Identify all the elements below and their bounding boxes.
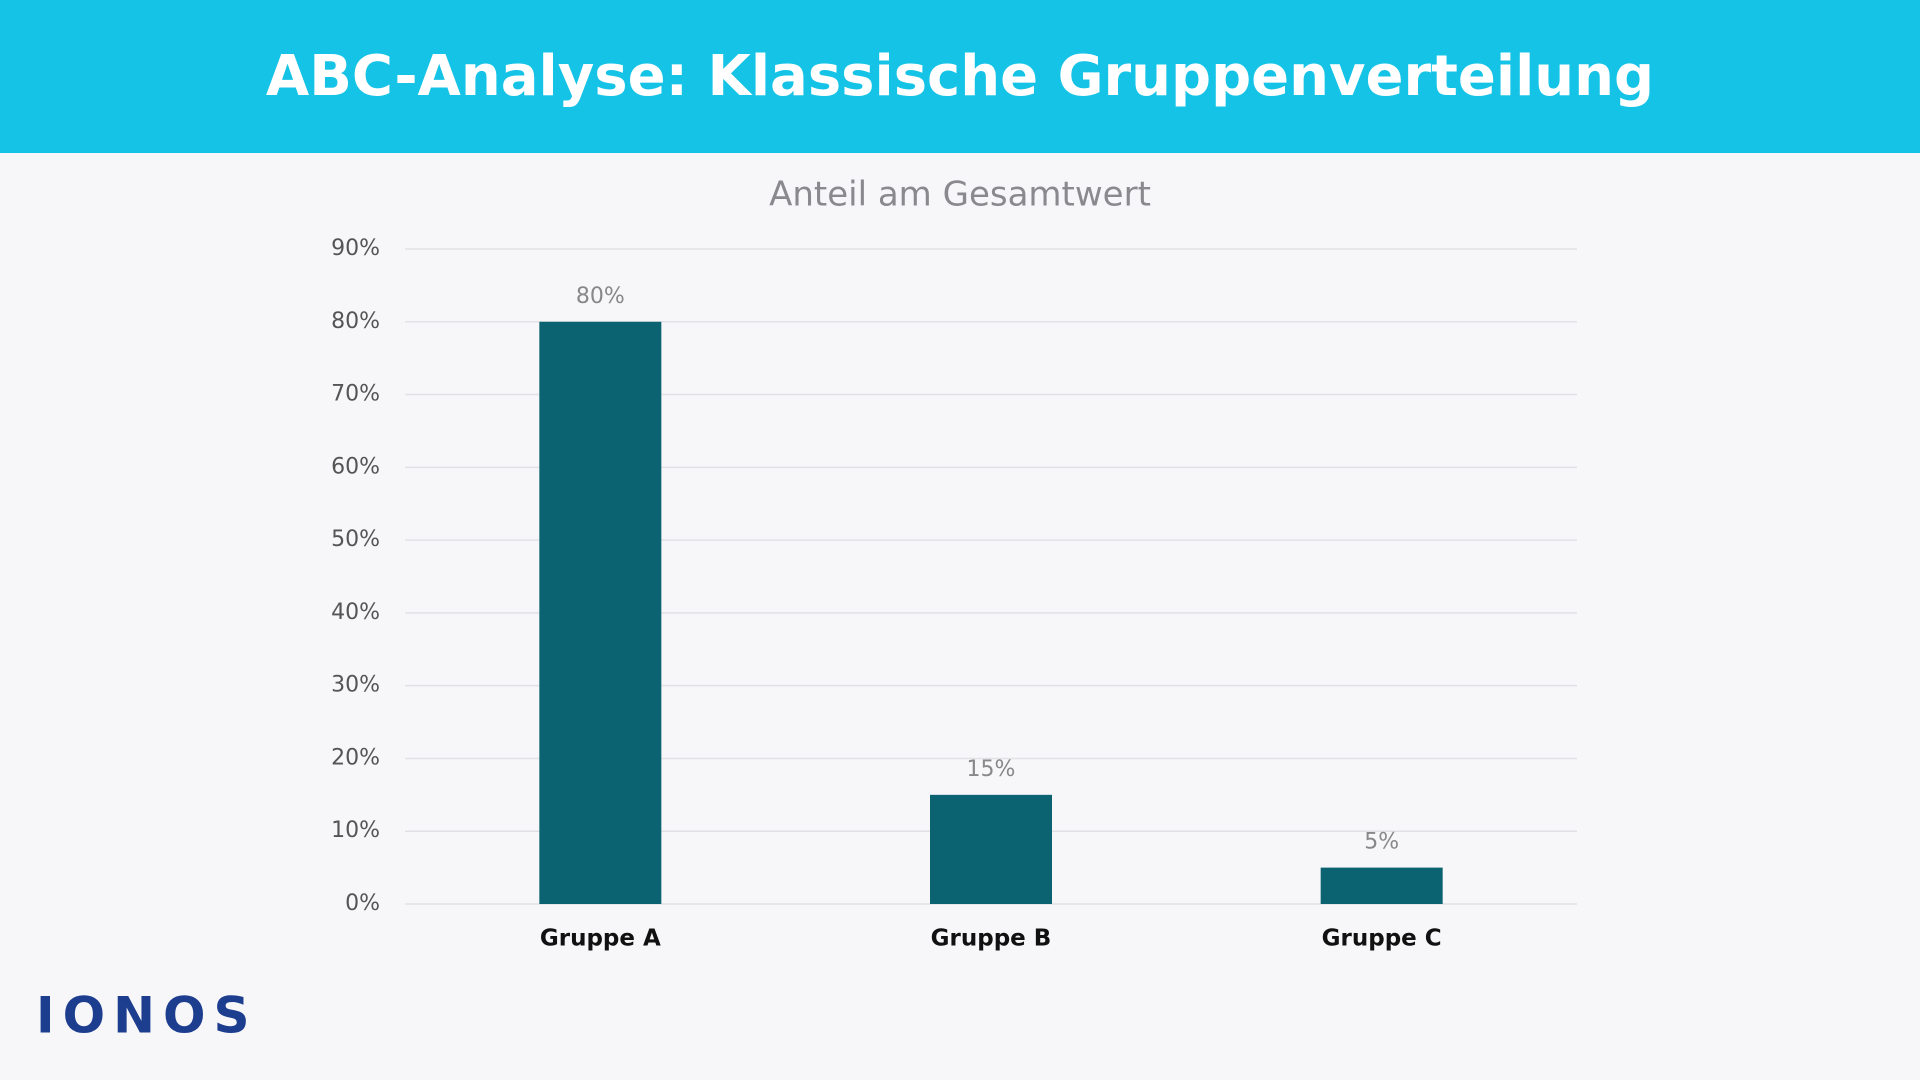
bar: [1320, 867, 1443, 904]
bar: [539, 321, 662, 904]
y-tick-label: 50%: [331, 527, 380, 552]
y-tick-label: 30%: [331, 673, 380, 698]
header-banner: [0, 0, 1920, 153]
x-tick-label: Gruppe B: [931, 926, 1052, 952]
y-tick-label: 80%: [331, 309, 380, 334]
brand-logo: IONOS: [36, 987, 257, 1045]
y-tick-label: 70%: [331, 382, 380, 407]
bar: [930, 794, 1052, 904]
y-tick-label: 40%: [331, 600, 380, 625]
y-tick-label: 20%: [331, 745, 380, 770]
x-tick-label: Gruppe C: [1322, 926, 1442, 952]
chart-subtitle: Anteil am Gesamtwert: [769, 175, 1151, 215]
y-tick-label: 10%: [331, 818, 380, 843]
chart-title: ABC-Analyse: Klassische Gruppenverteilun…: [266, 44, 1654, 109]
y-tick-label: 90%: [331, 236, 380, 261]
y-tick-label: 0%: [345, 891, 380, 916]
y-tick-label: 60%: [331, 454, 380, 479]
value-label: 80%: [576, 284, 625, 309]
value-label: 5%: [1364, 830, 1399, 855]
x-tick-label: Gruppe A: [540, 926, 661, 952]
value-label: 15%: [967, 757, 1016, 782]
